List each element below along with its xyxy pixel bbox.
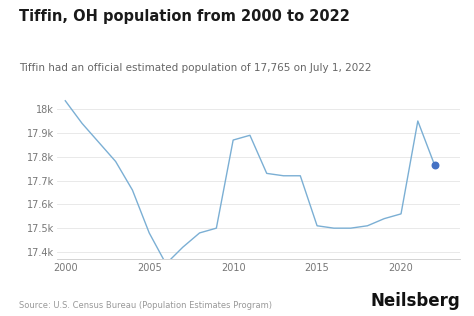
Text: Tiffin, OH population from 2000 to 2022: Tiffin, OH population from 2000 to 2022 xyxy=(19,9,350,24)
Text: Tiffin had an official estimated population of 17,765 on July 1, 2022: Tiffin had an official estimated populat… xyxy=(19,63,372,73)
Text: Source: U.S. Census Bureau (Population Estimates Program): Source: U.S. Census Bureau (Population E… xyxy=(19,301,272,310)
Text: Neilsberg: Neilsberg xyxy=(370,292,460,310)
Point xyxy=(431,162,438,167)
